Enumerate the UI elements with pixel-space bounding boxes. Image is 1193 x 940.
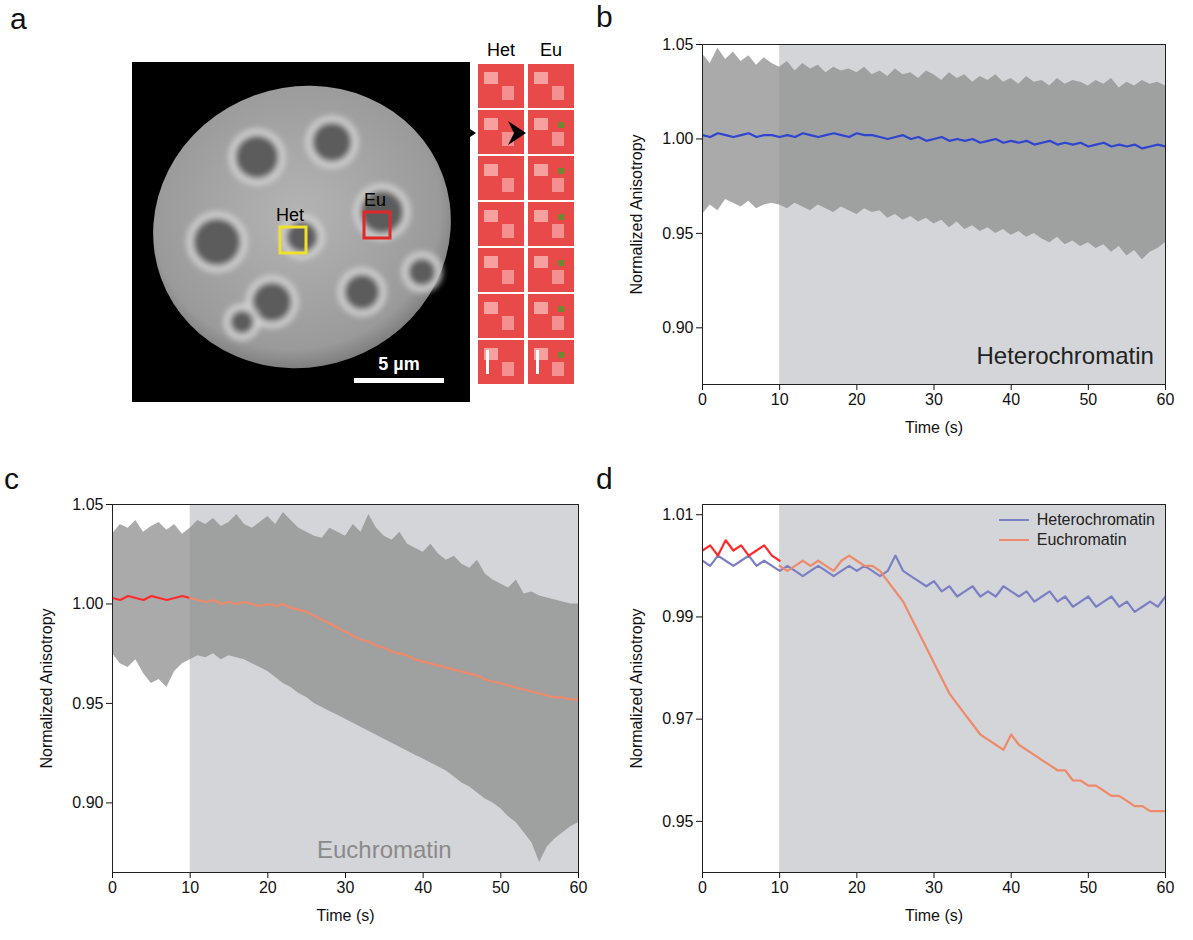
svg-text:0: 0: [108, 879, 117, 896]
svg-text:10: 10: [771, 391, 789, 408]
svg-text:30: 30: [337, 879, 355, 896]
svg-text:Time (s): Time (s): [316, 907, 374, 924]
svg-text:1.00: 1.00: [662, 130, 693, 147]
svg-text:50: 50: [1079, 391, 1097, 408]
svg-text:0: 0: [698, 391, 707, 408]
svg-text:50: 50: [1079, 879, 1097, 896]
html-text:Heterochromatin: Heterochromatin: [1036, 511, 1155, 528]
svg-text:20: 20: [259, 879, 277, 896]
svg-text:1.01: 1.01: [662, 506, 693, 523]
svg-text:0.99: 0.99: [662, 608, 693, 625]
svg-text:Time (s): Time (s): [905, 907, 963, 924]
svg-text:1.00: 1.00: [72, 595, 103, 612]
html-text:b: b: [596, 0, 613, 33]
svg-text:60: 60: [1157, 879, 1175, 896]
svg-text:20: 20: [848, 391, 866, 408]
svg-text:10: 10: [181, 879, 199, 896]
svg-text:0: 0: [698, 879, 707, 896]
svg-text:60: 60: [570, 879, 588, 896]
svg-text:Normalized Anisotropy: Normalized Anisotropy: [38, 608, 55, 768]
svg-text:Normalized Anisotropy: Normalized Anisotropy: [628, 134, 645, 294]
html-text:c: c: [4, 462, 19, 495]
svg-text:Eu: Eu: [540, 40, 562, 60]
svg-text:0.90: 0.90: [662, 319, 693, 336]
svg-text:60: 60: [1157, 391, 1175, 408]
svg-text:Het: Het: [276, 205, 304, 225]
svg-text:1.05: 1.05: [72, 496, 103, 513]
svg-text:40: 40: [414, 879, 432, 896]
svg-text:40: 40: [1002, 879, 1020, 896]
svg-text:30: 30: [925, 391, 943, 408]
svg-text:Normalized Anisotropy: Normalized Anisotropy: [628, 608, 645, 768]
html-text:a: a: [10, 2, 27, 35]
svg-text:Eu: Eu: [364, 190, 386, 210]
svg-text:Euchromatin: Euchromatin: [317, 836, 452, 863]
svg-text:Time (s): Time (s): [905, 419, 963, 436]
svg-text:0.97: 0.97: [662, 710, 693, 727]
svg-text:5 µm: 5 µm: [378, 354, 419, 374]
html-text:d: d: [596, 462, 613, 495]
svg-text:0.95: 0.95: [662, 225, 693, 242]
svg-text:50: 50: [492, 879, 510, 896]
svg-text:1.05: 1.05: [662, 36, 693, 53]
svg-text:0.95: 0.95: [72, 695, 103, 712]
svg-text:10: 10: [771, 879, 789, 896]
svg-text:Heterochromatin: Heterochromatin: [976, 342, 1153, 369]
svg-text:30: 30: [925, 879, 943, 896]
svg-text:0.90: 0.90: [72, 794, 103, 811]
svg-text:Het: Het: [487, 40, 515, 60]
svg-text:40: 40: [1002, 391, 1020, 408]
svg-text:0.95: 0.95: [662, 813, 693, 830]
svg-text:20: 20: [848, 879, 866, 896]
html-text:Euchromatin: Euchromatin: [1036, 531, 1127, 548]
